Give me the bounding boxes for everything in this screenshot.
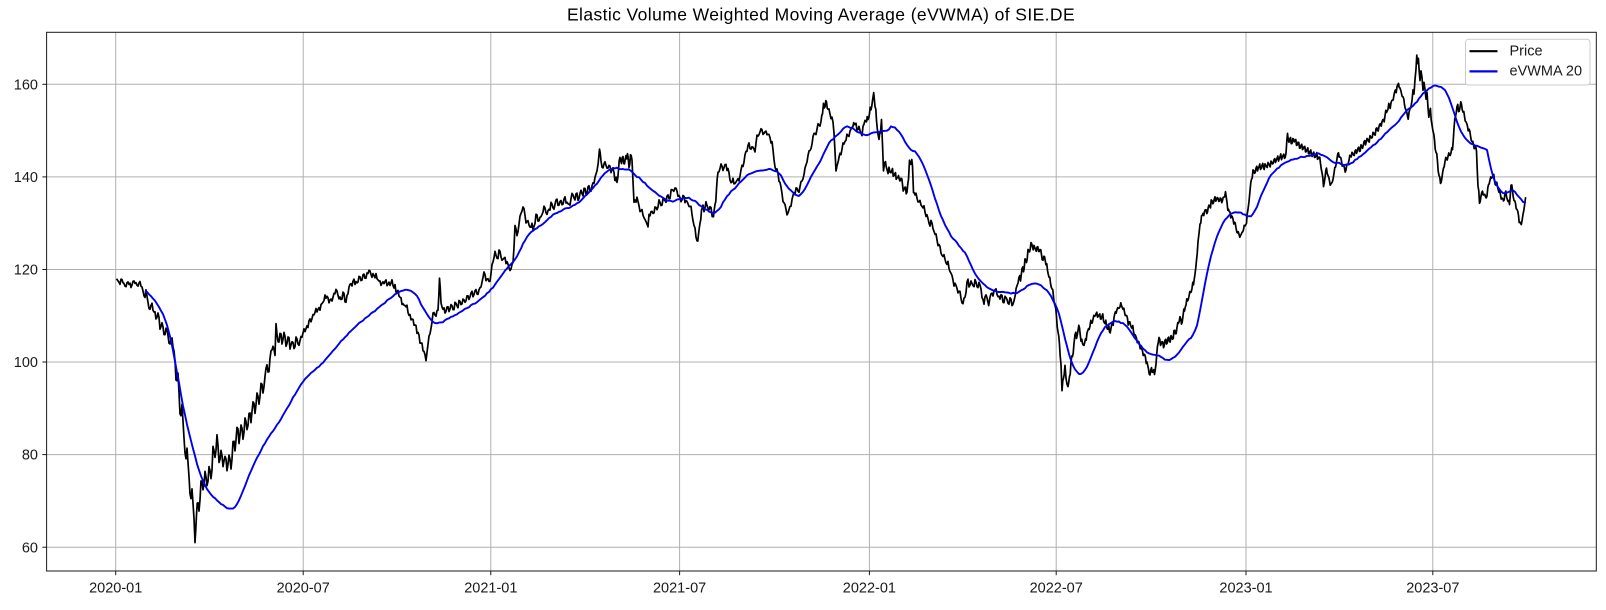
svg-text:Elastic Volume Weighted Moving: Elastic Volume Weighted Moving Average (… xyxy=(567,5,1075,25)
svg-text:120: 120 xyxy=(14,263,38,279)
svg-text:2023-07: 2023-07 xyxy=(1406,581,1459,597)
svg-text:2020-01: 2020-01 xyxy=(89,581,142,597)
svg-text:100: 100 xyxy=(14,355,38,371)
svg-text:80: 80 xyxy=(22,448,38,464)
svg-text:2021-01: 2021-01 xyxy=(464,581,517,597)
svg-text:Price: Price xyxy=(1510,44,1543,60)
svg-text:2023-01: 2023-01 xyxy=(1219,581,1272,597)
svg-text:2020-07: 2020-07 xyxy=(277,581,330,597)
svg-text:160: 160 xyxy=(14,77,38,93)
svg-text:eVWMA 20: eVWMA 20 xyxy=(1510,64,1583,80)
svg-text:2022-01: 2022-01 xyxy=(843,581,896,597)
svg-text:140: 140 xyxy=(14,170,38,186)
svg-text:2021-07: 2021-07 xyxy=(653,581,706,597)
svg-text:2022-07: 2022-07 xyxy=(1030,581,1083,597)
svg-text:60: 60 xyxy=(22,540,38,556)
